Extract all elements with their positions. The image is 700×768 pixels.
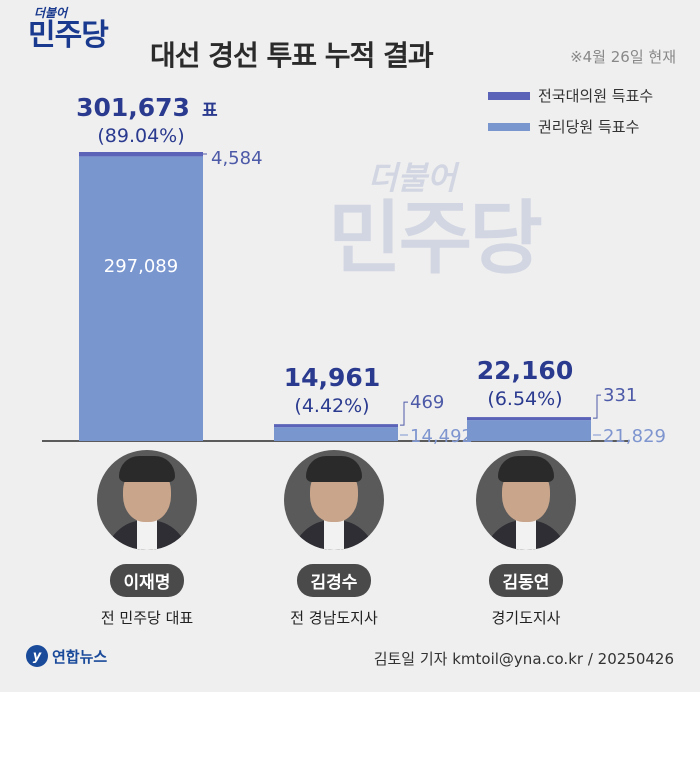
bar-delegates-1 — [274, 424, 398, 428]
total-label-0: 301,673 — [76, 93, 190, 122]
bar-delegates-2 — [467, 417, 591, 421]
candidate-card-0: 이재명 전 민주당 대표 — [72, 450, 222, 628]
member-label-0: 297,089 — [104, 256, 178, 277]
delegate-label-0: 4,584 — [211, 148, 263, 169]
date-note: ※4월 26일 현재 — [570, 48, 676, 66]
delegate-label-2: 331 — [603, 385, 637, 406]
candidate-role-2: 경기도지사 — [491, 609, 561, 627]
bar-members-1 — [274, 427, 398, 441]
yonhap-globe-icon: y — [26, 645, 48, 667]
total-label-2: 22,160 — [477, 356, 573, 385]
candidate-card-2: 김동연 경기도지사 — [451, 450, 601, 628]
candidate-photo-1 — [284, 450, 384, 550]
candidate-role-0: 전 민주당 대표 — [100, 609, 194, 627]
bar-members-2 — [467, 420, 591, 441]
delegate-label-1: 469 — [410, 392, 444, 413]
percent-label-1: (4.42%) — [294, 395, 369, 417]
candidate-photo-0 — [97, 450, 197, 550]
legend-label-members: 권리당원 득표수 — [538, 118, 640, 136]
yonhap-logo: y 연합뉴스 — [26, 645, 107, 667]
percent-label-2: (6.54%) — [487, 388, 562, 410]
candidate-name-1: 김경수 — [296, 564, 372, 597]
party-logo-script: 더불어 — [34, 6, 68, 20]
delegate-connector-2 — [593, 394, 601, 419]
candidate-photo-2 — [476, 450, 576, 550]
author-credit: 김토일 기자 kmtoil@yna.co.kr / 20250426 — [373, 650, 674, 668]
bar-delegates-0 — [79, 152, 203, 157]
legend-item-delegates: 전국대의원 득표수 — [488, 85, 653, 106]
member-label-2: 21,829 — [603, 426, 666, 447]
infographic-card: 더불어 민주당 대선 경선 투표 누적 결과 ※4월 26일 현재 전국대의원 … — [0, 0, 700, 692]
total-label-1: 14,961 — [284, 363, 380, 392]
legend-swatch-delegates — [488, 91, 530, 100]
party-logo-main: 민주당 — [28, 18, 109, 53]
legend-item-members: 권리당원 득표수 — [488, 116, 639, 137]
percent-label-0: (89.04%) — [97, 125, 184, 147]
candidate-name-2: 김동연 — [488, 564, 564, 597]
candidate-name-0: 이재명 — [109, 564, 185, 597]
total-unit-0: 표 — [202, 101, 218, 121]
candidate-role-1: 전 경남도지사 — [290, 609, 378, 627]
member-label-1: 14,492 — [410, 426, 473, 447]
chart-title: 대선 경선 투표 누적 결과 — [150, 39, 434, 72]
party-logo: 더불어 민주당 — [28, 6, 138, 52]
delegate-connector-1 — [400, 401, 408, 426]
legend-label-delegates: 전국대의원 득표수 — [538, 87, 654, 105]
candidate-card-1: 김경수 전 경남도지사 — [259, 450, 409, 628]
legend-swatch-members — [488, 122, 530, 131]
bar-chart: 301,673 표 (89.04%) 4,584 297,089 14,961 (4.42%… — [42, 93, 666, 447]
bar-members-0 — [79, 156, 203, 442]
yonhap-logo-text: 연합뉴스 — [52, 647, 108, 666]
